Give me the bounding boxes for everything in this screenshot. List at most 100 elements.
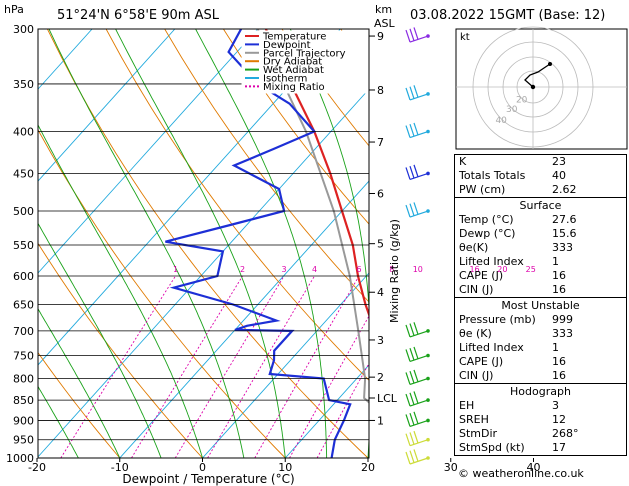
wind-barb-flag — [405, 324, 411, 338]
x-tick-label: 40 — [527, 461, 541, 474]
wind-barb — [409, 172, 429, 181]
hodograph-ring-label: 40 — [495, 116, 507, 126]
hodo-row: StmDir 268° — [455, 427, 626, 441]
isotherm-line — [38, 29, 341, 366]
wind-barb-flag — [405, 204, 411, 218]
wind-barb-flag — [405, 393, 411, 407]
pressure-tick-label: 550 — [13, 239, 34, 252]
x-tick-label: -20 — [28, 461, 46, 474]
legend — [241, 30, 369, 94]
mu-label: θe (K) — [459, 327, 492, 340]
surface-row: CIN (J) 16 — [455, 283, 626, 297]
stat-value: 40 — [552, 169, 566, 182]
mu-label: CAPE (J) — [459, 355, 504, 368]
wind-barb-flag — [409, 392, 415, 405]
wind-barb-flag — [409, 203, 415, 216]
wind-barb-flag — [413, 85, 419, 98]
wind-barb-dot — [426, 353, 430, 358]
surface-value: 16 — [552, 269, 566, 282]
mixing-ratio-line — [316, 362, 369, 458]
hodo-row: SREH 12 — [455, 413, 626, 427]
stat-value: 2.62 — [552, 183, 577, 196]
wind-barb — [409, 354, 429, 363]
footer-credit: © weatheronline.co.uk — [458, 467, 584, 480]
stats-panel: K 23 Totals Totals 40 PW (cm) 2.62 Surface Te… — [454, 154, 627, 456]
hodo-row: EH 3 — [455, 399, 626, 413]
wind-barb-flag — [409, 432, 415, 445]
pressure-tick-label: 350 — [13, 78, 34, 91]
stat-row: PW (cm) 2.62 — [455, 183, 626, 197]
legend-box — [241, 30, 369, 94]
wind-barb — [409, 130, 429, 139]
surface-row: θe(K) 333 — [455, 241, 626, 255]
wind-barb-flag — [405, 451, 411, 465]
wind-barb-flag — [405, 125, 411, 138]
isotherm-line — [38, 88, 369, 458]
pressure-tick-label: 900 — [13, 414, 34, 427]
location-title: 51°24'N 6°58'E 90m ASL — [57, 8, 219, 23]
km-tick-label: 7 — [377, 136, 384, 149]
hodo-value: 12 — [552, 413, 566, 426]
hodo-label: StmDir — [459, 427, 498, 440]
pressure-tick-label: 850 — [13, 394, 34, 407]
mu-row: Pressure (mb) 999 — [455, 313, 626, 327]
wind-barb-dot — [426, 398, 430, 402]
wind-barb-flag — [405, 167, 411, 180]
dry-adiabat-line — [38, 351, 121, 458]
isotherm-line — [38, 29, 176, 182]
wind-barb-flag — [409, 412, 415, 426]
surface-label: CAPE (J) — [459, 269, 504, 282]
hodo-row: StmSpd (kt) 17 — [455, 441, 626, 455]
wind-barb-dot — [426, 92, 430, 96]
mu-label: Lifted Index — [459, 341, 524, 354]
x-tick-label: 30 — [444, 461, 458, 474]
x-tick-label: 20 — [361, 461, 375, 474]
hodo-value: 268° — [552, 427, 579, 440]
datetime-title: 03.08.2022 15GMT (Base: 12) — [410, 8, 606, 23]
mixing-ratio-label: 4 — [312, 265, 317, 274]
stat-value: 23 — [552, 155, 566, 168]
mixing-ratio-label: 25 — [526, 265, 536, 274]
wind-barb-dot — [426, 437, 430, 442]
mixing-ratio-label: 2 — [240, 265, 245, 274]
wind-barb-flag — [409, 165, 415, 179]
wind-barb-flag — [405, 433, 411, 446]
dry-adiabat-line — [223, 29, 369, 225]
mu-value: 16 — [552, 369, 566, 382]
hodograph-storm-dot — [530, 84, 536, 90]
surface-value: 333 — [552, 241, 573, 254]
wind-barb — [409, 35, 429, 43]
mu-value: 16 — [552, 355, 566, 368]
surface-row: CAPE (J) 16 — [455, 269, 626, 283]
dewpoint-profile-line — [165, 29, 352, 458]
wet-adiabat-line — [38, 385, 79, 458]
wind-barb-flag — [405, 414, 411, 427]
legend-label: Dewpoint — [263, 40, 311, 51]
isotherm-line — [202, 272, 369, 458]
surface-value: 16 — [552, 283, 566, 296]
wind-barb-flag — [409, 86, 415, 99]
surface-row: Dewp (°C) 15.6 — [455, 227, 626, 241]
km-tick-label: 4 — [377, 286, 384, 299]
wind-barb-flag — [413, 122, 419, 136]
mixing-ratio-axis-label: Mixing Ratio (g/kg) — [388, 219, 401, 323]
mu-label: Pressure (mb) — [459, 313, 536, 326]
pressure-tick-label: 750 — [13, 349, 34, 362]
wind-barb-flag — [409, 124, 415, 137]
mu-value: 333 — [552, 327, 573, 340]
surface-title: Surface — [455, 197, 626, 213]
wind-barb-dot — [426, 171, 430, 176]
wind-barb — [409, 330, 429, 338]
hodo-label: SREH — [459, 413, 489, 426]
mixing-ratio-label: 8 — [389, 265, 394, 274]
asl-label: ASL — [374, 17, 395, 30]
wind-barb-dot — [426, 209, 430, 213]
surface-value: 15.6 — [552, 227, 577, 240]
wind-barb-flag — [409, 323, 415, 336]
legend-label: Parcel Trajectory — [263, 48, 346, 59]
wind-barb-flag — [413, 369, 419, 383]
x-axis-label: Dewpoint / Temperature (°C) — [122, 472, 294, 486]
x-tick-label: -10 — [111, 461, 129, 474]
hodograph-end-dot — [548, 62, 552, 66]
